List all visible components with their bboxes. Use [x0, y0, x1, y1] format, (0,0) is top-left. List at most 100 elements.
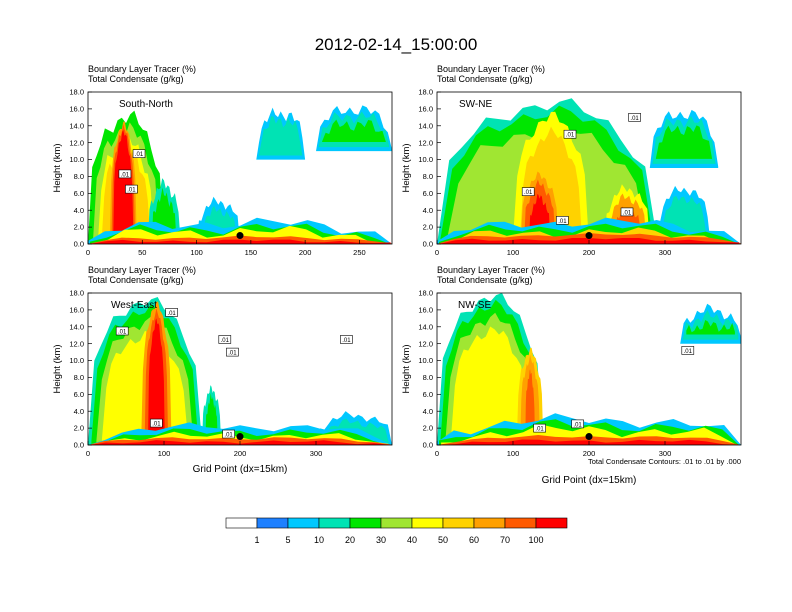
contour-label: .01: [524, 190, 533, 196]
contour-footnote: Total Condensate Contours: .01 to .01 by…: [588, 457, 741, 466]
figure-title: 2012-02-14_15:00:00: [315, 35, 478, 54]
x-tick-label: 100: [158, 449, 171, 458]
y-tick-label: 6.0: [74, 390, 84, 399]
panel-top-right: Boundary Layer Tracer (%) Total Condensa…: [401, 64, 742, 257]
y-tick-label: 10.0: [418, 356, 433, 365]
colorbar-swatch: [318, 517, 351, 529]
x-tick-label: 0: [86, 248, 90, 257]
y-tick-label: 12.0: [418, 138, 433, 147]
field-contour-band: [89, 440, 391, 445]
axes: 0 50 100 150 200 250 0.0 2.0 4.0 6.0 8.0 10.0 12.0 14…: [69, 88, 365, 257]
panel-bottom-right: Boundary Layer Tracer (%) Total Condensa…: [401, 265, 742, 486]
colorbar-label: 100: [528, 535, 543, 545]
colorbar-label: 30: [376, 535, 386, 545]
plot-frame: [87, 91, 393, 245]
colorbar-swatch: [380, 517, 413, 529]
panel-bottom-left: Boundary Layer Tracer (%) Total Condensa…: [52, 265, 393, 475]
field-contour-band: [113, 130, 134, 244]
field-contour-band: [259, 116, 303, 156]
y-tick-label: 4.0: [423, 206, 433, 215]
contour-label: .01: [342, 338, 351, 344]
y-tick-label: 0.0: [423, 240, 433, 249]
contour-label: .01: [684, 349, 693, 355]
section-label: NW-SE: [458, 300, 491, 311]
field-contour-band: [148, 318, 165, 445]
y-tick-label: 6.0: [423, 390, 433, 399]
contour-label-box: [620, 207, 634, 217]
contour-label: .01: [558, 219, 567, 225]
y-tick-label: 18.0: [418, 88, 433, 97]
y-axis-label: Height (km): [401, 344, 412, 393]
location-marker: [236, 433, 244, 441]
colorbar-swatch: [256, 517, 289, 529]
contour-label: .01: [118, 330, 127, 336]
x-axis-label: Grid Point (dx=15km): [542, 475, 637, 486]
y-tick-label: 6.0: [74, 189, 84, 198]
field-layer: [88, 105, 392, 244]
y-tick-label: 2.0: [423, 424, 433, 433]
colorbar-label: 50: [438, 535, 448, 545]
location-marker: [585, 433, 593, 441]
colorbar-label: 5: [285, 535, 290, 545]
y-axis-label: Height (km): [401, 143, 412, 192]
section-label: SW-NE: [459, 99, 492, 110]
y-tick-label: 16.0: [418, 305, 433, 314]
y-tick-label: 0.0: [74, 240, 84, 249]
contour-label: .01: [573, 422, 582, 428]
panel-header-line2: Total Condensate (g/kg): [88, 275, 184, 285]
colorbar-label: 70: [500, 535, 510, 545]
colorbar-swatch: [504, 517, 537, 529]
field-layer: [437, 98, 741, 244]
y-tick-label: 10.0: [69, 155, 84, 164]
y-tick-label: 4.0: [423, 407, 433, 416]
y-tick-label: 2.0: [74, 223, 84, 232]
x-tick-label: 0: [86, 449, 90, 458]
y-tick-label: 0.0: [423, 441, 433, 450]
y-tick-label: 8.0: [74, 373, 84, 382]
section-label: South-North: [119, 99, 173, 110]
contour-label: .01: [630, 116, 639, 122]
section-label: West-East: [111, 300, 157, 311]
y-tick-label: 14.0: [418, 322, 433, 331]
x-tick-label: 100: [507, 248, 520, 257]
location-marker: [585, 232, 593, 240]
field-layer: [437, 293, 741, 445]
contour-label-box: [115, 326, 129, 336]
contour-label: .01: [167, 311, 176, 317]
contour-label-box: [132, 149, 146, 158]
colorbar-label: 20: [345, 535, 355, 545]
colorbar-swatch: [225, 517, 258, 529]
y-tick-label: 2.0: [74, 424, 84, 433]
panel-header-line1: Boundary Layer Tracer (%): [88, 265, 196, 275]
colorbar-label: 60: [469, 535, 479, 545]
y-tick-label: 14.0: [69, 322, 84, 331]
field-layer: [88, 297, 392, 445]
axes: 0 100 200 300 0.0 2.0 4.0 6.0 8.0 10.0 12.0 14.0 16.…: [69, 289, 353, 458]
x-tick-label: 200: [583, 449, 596, 458]
panel-header-line1: Boundary Layer Tracer (%): [88, 64, 196, 74]
x-tick-label: 100: [190, 248, 203, 257]
field-contour-band: [322, 119, 386, 142]
x-tick-label: 150: [245, 248, 258, 257]
y-tick-label: 18.0: [418, 289, 433, 298]
contour-label-box: [571, 419, 584, 429]
y-tick-label: 10.0: [69, 356, 84, 365]
y-tick-label: 12.0: [418, 339, 433, 348]
colorbar-label: 10: [314, 535, 324, 545]
contour-label-box: [628, 113, 641, 122]
x-tick-label: 50: [138, 248, 146, 257]
contour-label-box: [521, 187, 535, 196]
x-tick-label: 200: [583, 248, 596, 257]
colorbar-label: 1: [254, 535, 259, 545]
contour-label-box: [563, 129, 577, 139]
y-tick-label: 12.0: [69, 138, 84, 147]
x-tick-label: 0: [435, 449, 439, 458]
y-tick-label: 8.0: [423, 373, 433, 382]
contour-label-box: [125, 184, 138, 194]
contour-label-box: [533, 423, 546, 433]
contour-label: .01: [135, 152, 144, 158]
y-tick-label: 16.0: [69, 104, 84, 113]
x-tick-label: 300: [659, 248, 672, 257]
colorbar-swatch: [287, 517, 320, 529]
